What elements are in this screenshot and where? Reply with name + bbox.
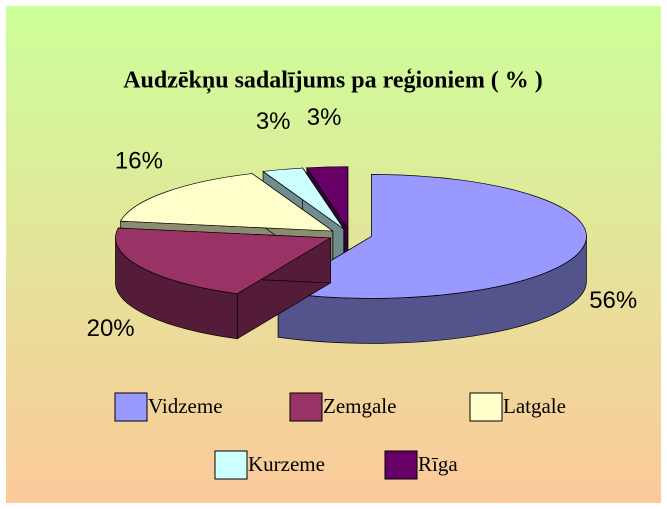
chart-title: Audzēkņu sadalījums pa reģioniem ( % ) <box>123 68 543 95</box>
data-label: 20% <box>87 315 135 342</box>
legend-swatch <box>289 392 323 422</box>
data-label: 16% <box>115 147 163 174</box>
legend-swatch <box>114 392 148 422</box>
slice <box>306 166 349 230</box>
data-label: 3% <box>307 104 342 131</box>
slice <box>115 227 332 295</box>
data-label: 56% <box>589 287 637 314</box>
slice <box>277 174 587 299</box>
legend-swatch <box>469 392 503 422</box>
legend-label: Vidzeme <box>148 394 223 418</box>
slice <box>262 167 345 230</box>
legend-label: Kurzeme <box>248 452 325 476</box>
data-label: 3% <box>256 108 291 135</box>
slice <box>119 173 334 232</box>
legend-swatch <box>384 450 418 480</box>
legend-label: Rīga <box>418 452 458 476</box>
legend-label: Latgale <box>503 394 566 418</box>
legend-swatch <box>214 450 248 480</box>
legend-label: Zemgale <box>323 394 396 418</box>
